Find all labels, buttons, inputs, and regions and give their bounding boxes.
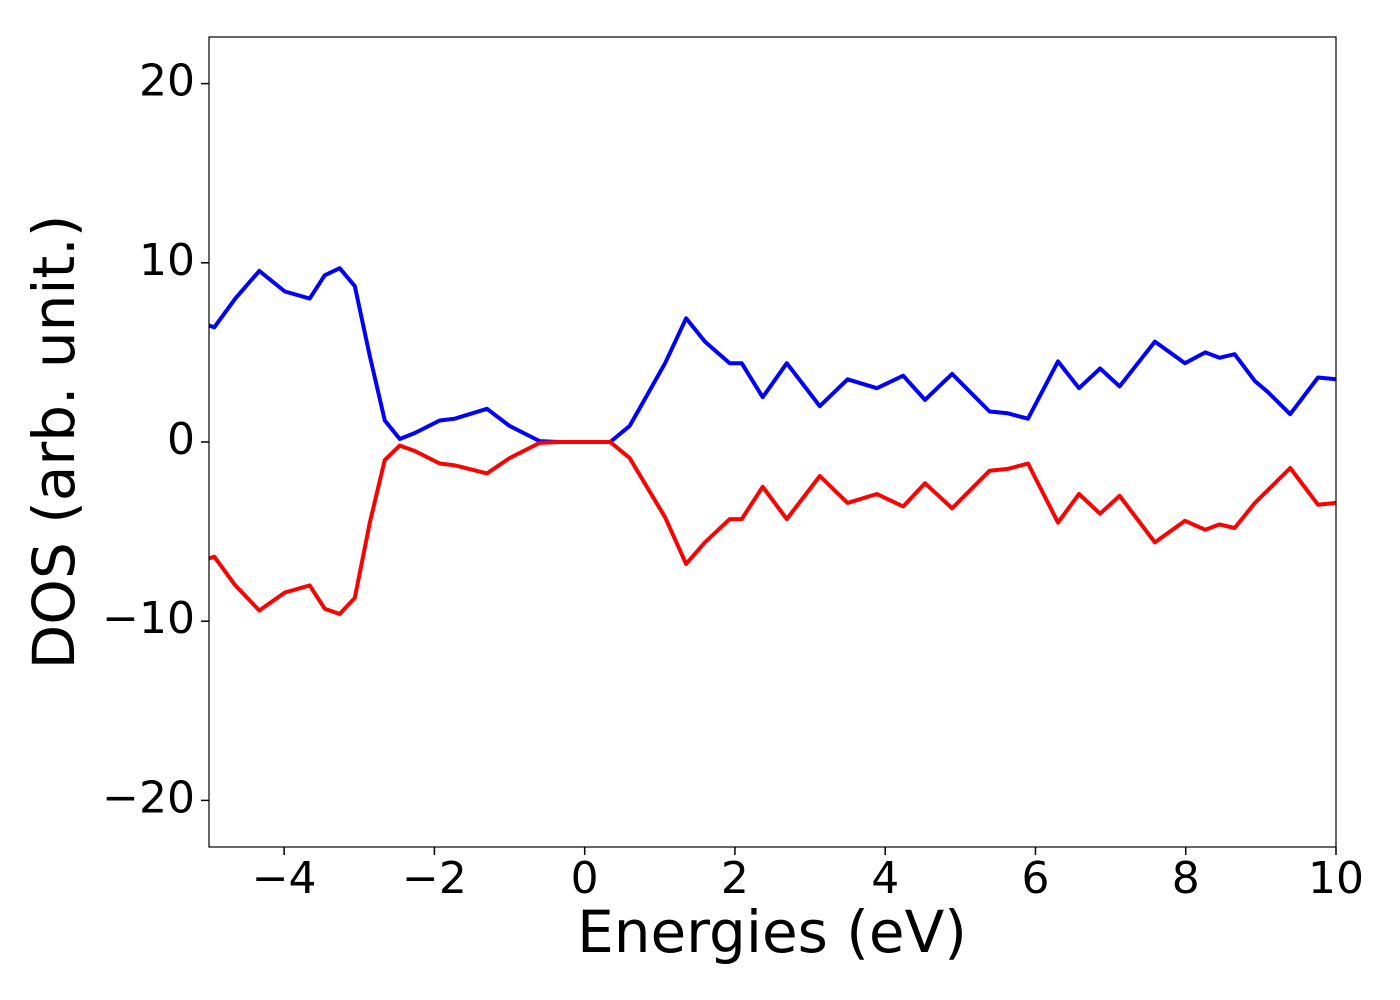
series-line xyxy=(208,440,1337,616)
x-tick-label: 8 xyxy=(1172,853,1200,904)
x-tick-label: −4 xyxy=(252,853,317,904)
x-tick-label: 2 xyxy=(721,853,749,904)
y-tick-label: 0 xyxy=(167,414,195,465)
y-tick-label: −20 xyxy=(102,772,195,823)
plot-frame xyxy=(208,36,1337,848)
series-line xyxy=(208,266,1337,444)
y-tick-label: 20 xyxy=(139,56,195,107)
x-axis-label: Energies (eV) xyxy=(577,898,967,966)
y-axis-label: DOS (arb. unit.) xyxy=(20,215,88,670)
y-tick-label: 10 xyxy=(139,235,195,286)
x-tick-label: 10 xyxy=(1308,853,1364,904)
x-tick-label: 0 xyxy=(571,853,599,904)
x-tick-label: −2 xyxy=(402,853,467,904)
x-tick-label: 6 xyxy=(1021,853,1049,904)
x-tick-label: 4 xyxy=(871,853,899,904)
y-tick-label: −10 xyxy=(102,593,195,644)
